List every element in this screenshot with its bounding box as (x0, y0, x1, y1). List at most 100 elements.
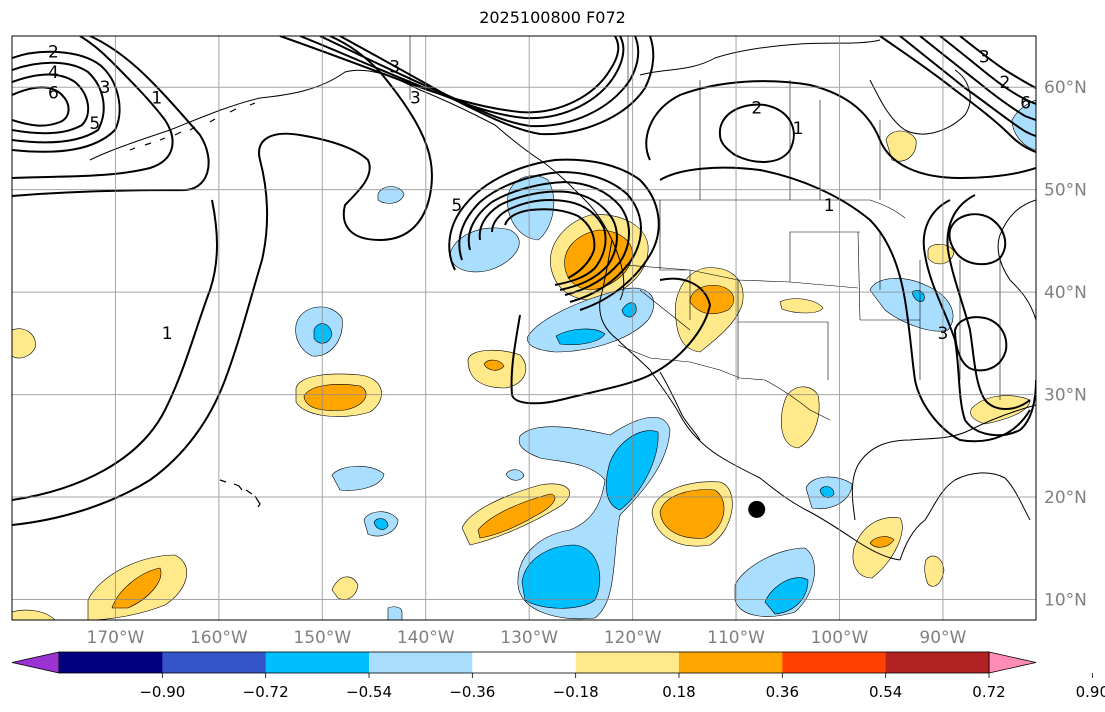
contour-label: 5 (89, 114, 100, 134)
map-title: 2025100800 F072 (479, 8, 626, 27)
colorbar-segment (59, 652, 163, 673)
positive-anomaly-southwest-edge (12, 609, 56, 620)
contour-1-canada-trough (659, 166, 1031, 443)
colorbar-segment (885, 652, 990, 673)
lat-tick-label: 10°N (1044, 591, 1087, 611)
contour-ne-low-3 (919, 36, 1036, 121)
negative-anomaly-pacific-center-core (313, 323, 333, 344)
border-us-mexico (617, 344, 831, 421)
contour-east-closed (953, 316, 1008, 372)
negative-anomaly-subtropic (331, 465, 385, 491)
colorbar-segment (575, 652, 680, 673)
lon-tick-labels: 170°W 160°W 150°W 140°W 130°W 120°W 110°W 100°W… (87, 628, 967, 648)
lat-tick-label: 20°N (1044, 488, 1087, 508)
contour-nwpac-low-4 (12, 73, 90, 135)
colorbar-segment (369, 652, 473, 673)
negative-anomaly-california-core (555, 328, 606, 345)
map-border (11, 35, 1037, 621)
contour-label: 5 (451, 196, 462, 216)
contour-alaska-low-6 (339, 36, 655, 136)
contour-bc-low-5 (491, 199, 607, 286)
contour-label: 3 (100, 78, 111, 98)
border-canada-provinces (627, 36, 881, 200)
negative-anomaly-south-mexico-core (764, 577, 809, 615)
contour-label: 3 (389, 58, 400, 78)
positive-anomaly-texas (780, 386, 820, 449)
contour-label: 2 (48, 42, 59, 62)
positive-anomaly-mexico-coast-core (659, 489, 725, 539)
positive-anomaly-southwest-corner-core (111, 567, 162, 609)
contour-1-canada-north (645, 80, 1036, 180)
negative-anomaly-south-tiny (387, 606, 403, 620)
negative-anomaly-tropical-band-core2 (521, 544, 601, 609)
hawaii-islands (219, 479, 261, 508)
contour-bc-low-3 (467, 180, 630, 296)
colorbar-tick-label: 0.54 (869, 683, 902, 701)
colorbar-segment (782, 652, 887, 673)
contour-label: 4 (48, 63, 59, 83)
lat-tick-label: 40°N (1044, 283, 1087, 303)
contour-nwpac-low-2 (12, 50, 121, 153)
contour-alaska-low-4 (299, 36, 625, 120)
contour-label: 3 (979, 47, 990, 67)
colorbar-tick-label: −0.36 (449, 683, 495, 701)
positive-anomaly-hawaii-w (12, 328, 36, 359)
contour-bc-low-4 (478, 190, 618, 291)
contour-bc-low-1 (448, 158, 660, 311)
lon-tick-label: 150°W (293, 628, 351, 648)
border-states (624, 200, 1001, 400)
lon-tick-label: 120°W (604, 628, 662, 648)
coastline-alaska-south (89, 69, 625, 301)
contour-label: 1 (162, 324, 173, 344)
colorbar-tick-labels: −0.90 −0.72 −0.54 −0.36 −0.18 0.18 0.36 0.54 0.7… (139, 673, 1105, 701)
colorbar-tick-label: −0.54 (346, 683, 392, 701)
contour-ne-closed (948, 213, 1007, 266)
coastline-baja (659, 371, 701, 441)
location-marker (748, 500, 766, 518)
coastline-us-west (599, 239, 901, 561)
contour-bc-low-6 (504, 208, 596, 279)
lat-tick-label: 30°N (1044, 386, 1087, 406)
lat-tick-label: 50°N (1044, 181, 1087, 201)
colorbar-tick-label: 0.72 (972, 683, 1005, 701)
lon-tick-label: 130°W (500, 628, 558, 648)
lon-tick-label: 110°W (707, 628, 765, 648)
positive-anomaly-midpac-core (303, 384, 367, 411)
negative-anomaly-subtropic-2-core (373, 518, 389, 530)
colorbar-tick-label: −0.72 (243, 683, 289, 701)
gridlines (12, 36, 1036, 620)
lat-tick-labels: 10°N 20°N 30°N 40°N 50°N 60°N (1044, 78, 1087, 610)
contour-ne-low-5 (959, 36, 1036, 89)
colorbar-segment (265, 652, 370, 673)
colorbar-segment (472, 652, 577, 673)
contour-bc-low-2 (458, 170, 642, 303)
colorbar-tick-label: 0.90 (1076, 683, 1105, 701)
contour-label: 1 (824, 196, 835, 216)
positive-anomaly-tropical-east-core (477, 493, 556, 539)
contour-label: 1 (793, 119, 804, 139)
lon-tick-label: 140°W (397, 628, 455, 648)
contour-label: 3 (410, 88, 421, 108)
colorbar-extend-high (988, 651, 1037, 674)
coastlines (89, 39, 1036, 561)
colorbar-tick-label: −0.90 (139, 683, 185, 701)
positive-anomaly-central-america (852, 517, 903, 579)
contour-east-high-2 (946, 194, 1031, 410)
negative-anomaly-plains-north-core (911, 290, 925, 302)
contour-label: 2 (751, 99, 762, 119)
positive-anomaly-central-america-core (869, 536, 895, 548)
contour-nwpac-outer (12, 36, 174, 179)
positive-anomaly-hudson (885, 130, 917, 162)
coastline-gulf (851, 404, 1036, 561)
negative-anomaly-north-pacific (377, 186, 405, 204)
contour-east-high (922, 199, 1036, 437)
contour-ne-low-1 (879, 36, 1036, 153)
colorbar-tick-label: −0.18 (553, 683, 599, 701)
contour-label: 3 (937, 324, 948, 344)
contour-1-large-ridge (510, 277, 712, 405)
geopotential-contours (12, 36, 1036, 526)
political-borders (409, 36, 1001, 421)
lat-tick-label: 60°N (1044, 78, 1087, 98)
